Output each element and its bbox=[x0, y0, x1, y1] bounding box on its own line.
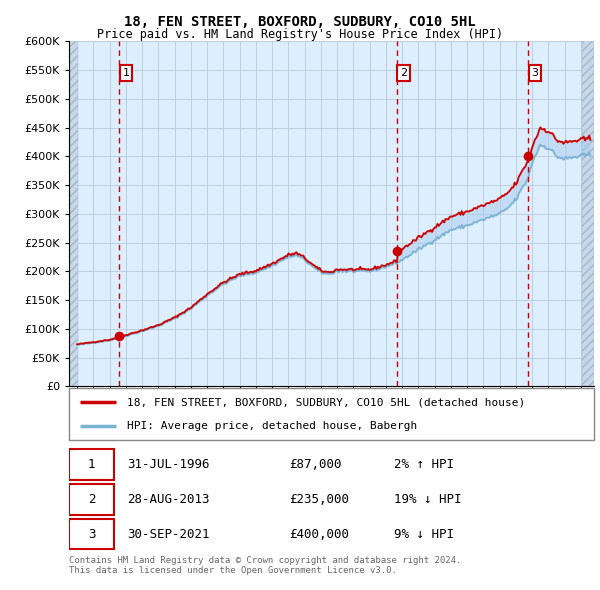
Text: 28-AUG-2013: 28-AUG-2013 bbox=[127, 493, 209, 506]
Text: HPI: Average price, detached house, Babergh: HPI: Average price, detached house, Babe… bbox=[127, 421, 417, 431]
Text: Contains HM Land Registry data © Crown copyright and database right 2024.
This d: Contains HM Land Registry data © Crown c… bbox=[69, 556, 461, 575]
Text: 3: 3 bbox=[88, 527, 95, 540]
Text: 1: 1 bbox=[122, 68, 130, 78]
Text: 2: 2 bbox=[400, 68, 407, 78]
Text: 2: 2 bbox=[88, 493, 95, 506]
Text: £235,000: £235,000 bbox=[290, 493, 349, 506]
Text: £87,000: £87,000 bbox=[290, 458, 342, 471]
FancyBboxPatch shape bbox=[69, 449, 113, 480]
Text: 2% ↑ HPI: 2% ↑ HPI bbox=[395, 458, 455, 471]
Text: 18, FEN STREET, BOXFORD, SUDBURY, CO10 5HL (detached house): 18, FEN STREET, BOXFORD, SUDBURY, CO10 5… bbox=[127, 397, 525, 407]
Text: 30-SEP-2021: 30-SEP-2021 bbox=[127, 527, 209, 540]
Text: 31-JUL-1996: 31-JUL-1996 bbox=[127, 458, 209, 471]
Text: 9% ↓ HPI: 9% ↓ HPI bbox=[395, 527, 455, 540]
Text: 18, FEN STREET, BOXFORD, SUDBURY, CO10 5HL: 18, FEN STREET, BOXFORD, SUDBURY, CO10 5… bbox=[124, 15, 476, 29]
Text: £400,000: £400,000 bbox=[290, 527, 349, 540]
FancyBboxPatch shape bbox=[69, 519, 113, 549]
Text: 3: 3 bbox=[532, 68, 538, 78]
Text: 1: 1 bbox=[88, 458, 95, 471]
FancyBboxPatch shape bbox=[69, 388, 594, 440]
Text: 19% ↓ HPI: 19% ↓ HPI bbox=[395, 493, 462, 506]
Text: Price paid vs. HM Land Registry's House Price Index (HPI): Price paid vs. HM Land Registry's House … bbox=[97, 28, 503, 41]
FancyBboxPatch shape bbox=[69, 484, 113, 514]
